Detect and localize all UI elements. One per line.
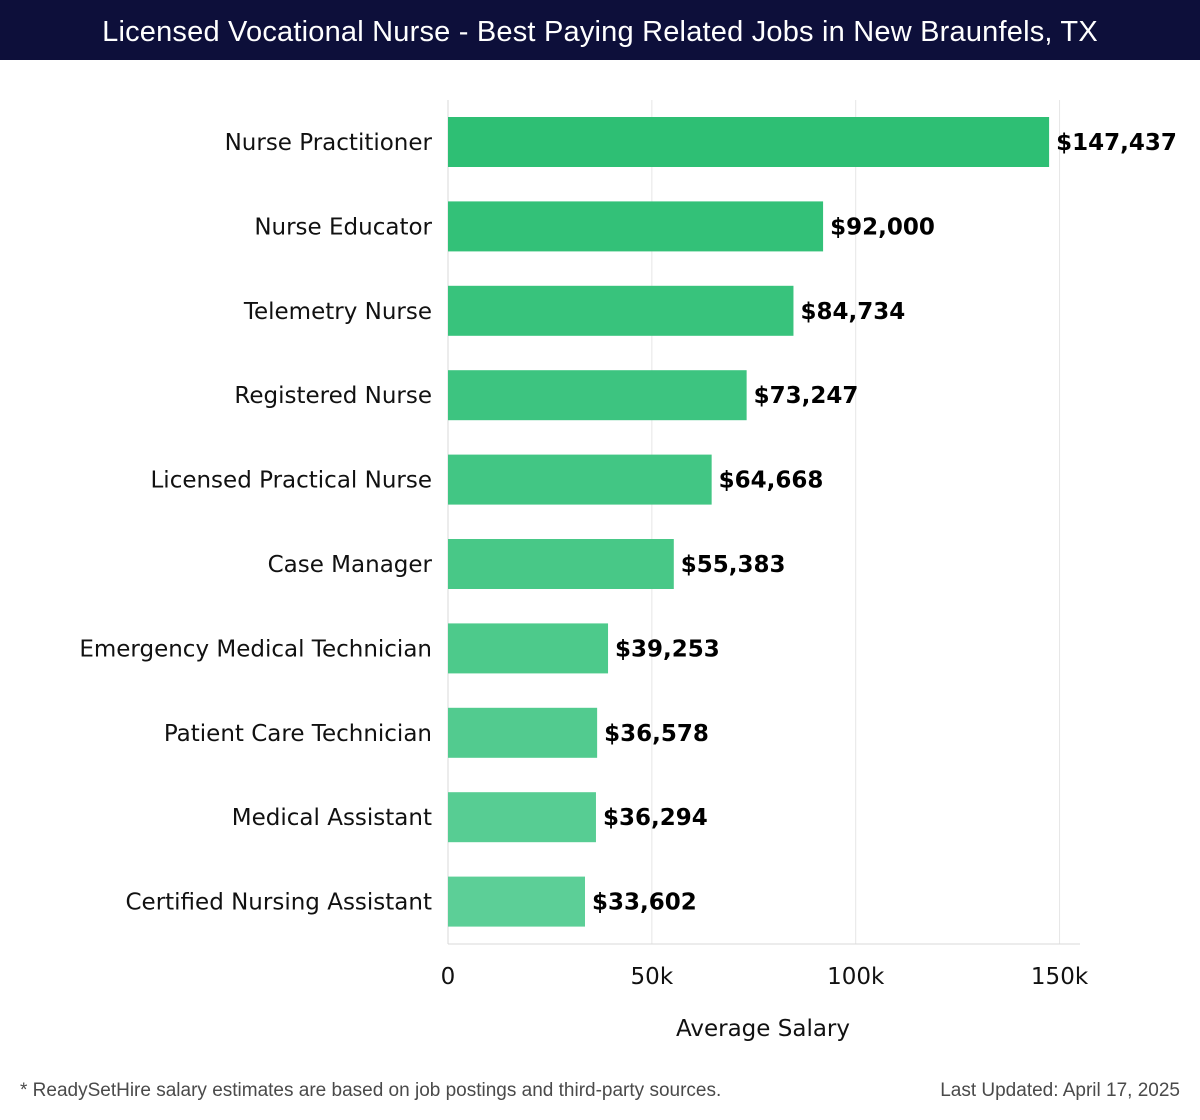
x-tick-label-2: 100k bbox=[827, 964, 885, 990]
value-label-6: $39,253 bbox=[615, 636, 720, 662]
x-axis-label: Average Salary bbox=[676, 1016, 850, 1042]
x-tick-label-3: 150k bbox=[1031, 964, 1089, 990]
value-label-7: $36,578 bbox=[604, 721, 709, 747]
category-label-7: Patient Care Technician bbox=[164, 721, 432, 747]
category-label-9: Certified Nursing Assistant bbox=[125, 890, 432, 916]
bar-0 bbox=[448, 117, 1050, 167]
value-label-5: $55,383 bbox=[681, 552, 786, 578]
category-label-4: Licensed Practical Nurse bbox=[150, 468, 432, 494]
category-label-8: Medical Assistant bbox=[232, 805, 432, 831]
value-label-3: $73,247 bbox=[754, 383, 859, 409]
x-tick-label-0: 0 bbox=[441, 964, 456, 990]
bar-1 bbox=[448, 201, 824, 252]
value-label-2: $84,734 bbox=[800, 299, 905, 325]
value-labels: $147,437 $92,000 $84,734 $73,247 $64,668 $55,… bbox=[592, 130, 1177, 916]
category-label-5: Case Manager bbox=[268, 552, 433, 578]
bar-4 bbox=[448, 454, 712, 505]
value-label-9: $33,602 bbox=[592, 890, 697, 916]
category-label-3: Registered Nurse bbox=[234, 383, 432, 409]
x-axis-ticks: 0 50k 100k 150k bbox=[441, 964, 1089, 990]
bar-chart: Nurse Practitioner Nurse Educator Telemetr… bbox=[79, 100, 1177, 1042]
bar-6 bbox=[448, 623, 609, 674]
footer-note: * ReadySetHire salary estimates are base… bbox=[20, 1080, 722, 1101]
x-tick-label-1: 50k bbox=[631, 964, 674, 990]
value-label-4: $64,668 bbox=[719, 468, 824, 494]
bars bbox=[448, 117, 1050, 927]
bar-3 bbox=[448, 370, 747, 421]
bar-8 bbox=[448, 792, 596, 843]
last-updated: Last Updated: April 17, 2025 bbox=[940, 1080, 1180, 1101]
bar-2 bbox=[448, 285, 794, 336]
value-label-8: $36,294 bbox=[603, 805, 708, 831]
value-label-0: $147,437 bbox=[1056, 130, 1177, 156]
chart-title: Licensed Vocational Nurse - Best Paying … bbox=[0, 0, 1200, 60]
category-labels: Nurse Practitioner Nurse Educator Telemetr… bbox=[79, 130, 432, 916]
category-label-1: Nurse Educator bbox=[254, 214, 432, 240]
bar-9 bbox=[448, 876, 585, 927]
category-label-6: Emergency Medical Technician bbox=[79, 636, 432, 662]
value-label-1: $92,000 bbox=[830, 214, 935, 240]
bar-5 bbox=[448, 539, 674, 589]
category-label-0: Nurse Practitioner bbox=[225, 130, 433, 156]
bar-7 bbox=[448, 707, 598, 758]
category-label-2: Telemetry Nurse bbox=[243, 299, 432, 325]
